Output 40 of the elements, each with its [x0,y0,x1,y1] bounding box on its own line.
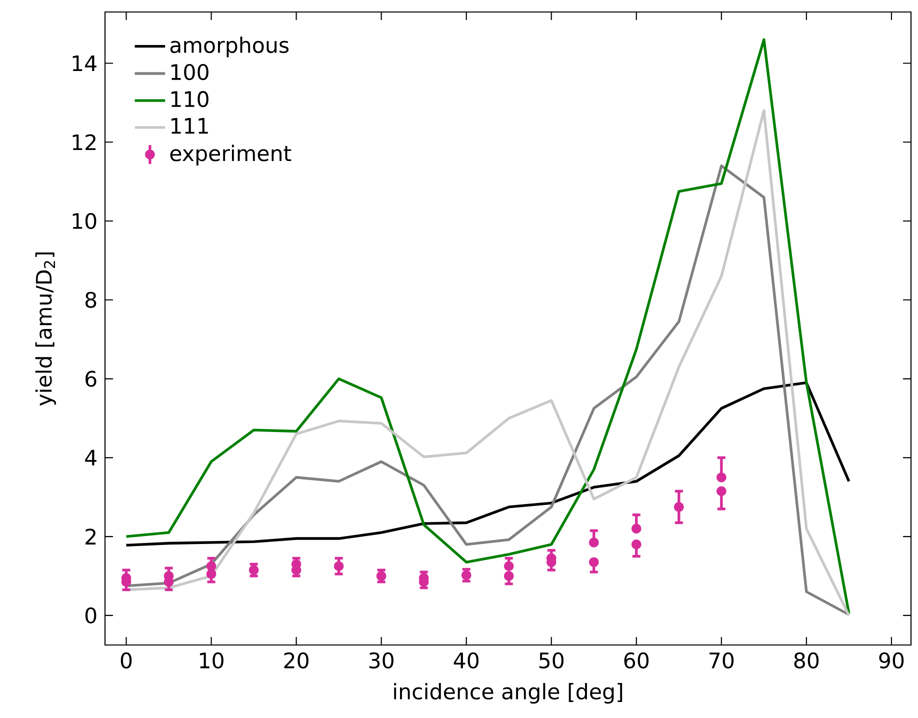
legend-label: amorphous [170,36,289,58]
legend-label: 111 [171,118,208,134]
y-tick-label: 10 [72,212,96,230]
y-axis-title: yield [amu/D$_{2}$] [35,252,56,406]
legend-label: 100 [171,64,208,80]
x-tick-label: 0 [120,652,132,669]
y-tick-label: 0 [85,607,96,624]
point [504,571,514,581]
point [248,565,259,575]
x-tick-label: 50 [539,652,564,669]
point [674,502,684,512]
legend-label: experiment [170,144,292,166]
point [631,524,642,534]
x-tick-label: 20 [284,652,308,669]
x-tick-label: 60 [624,652,649,669]
point [588,557,599,568]
point [334,561,344,572]
point [206,561,216,572]
x-tick-label: 10 [200,652,224,669]
legend-label: 110 [171,91,208,108]
x-axis-title: incidence angle [deg] [394,683,622,704]
point [716,486,726,496]
point [716,472,726,482]
x-tick-label: 80 [794,652,819,669]
y-tick-label: 8 [85,292,96,308]
x-tick-label: 70 [710,652,734,669]
y-tick-label: 14 [72,55,96,72]
y-tick-label: 12 [72,134,96,150]
point [631,539,642,550]
y-tick-label: 6 [86,370,96,387]
x-tick-label: 30 [369,652,394,669]
y-tick-label: 4 [85,450,96,466]
point [588,538,599,548]
x-tick-label: 40 [454,652,478,669]
point [376,571,386,581]
x-tick-label: 90 [879,652,904,669]
point [206,569,216,579]
point [461,570,472,580]
point [504,561,514,572]
y-tick-label: 2 [86,528,96,544]
